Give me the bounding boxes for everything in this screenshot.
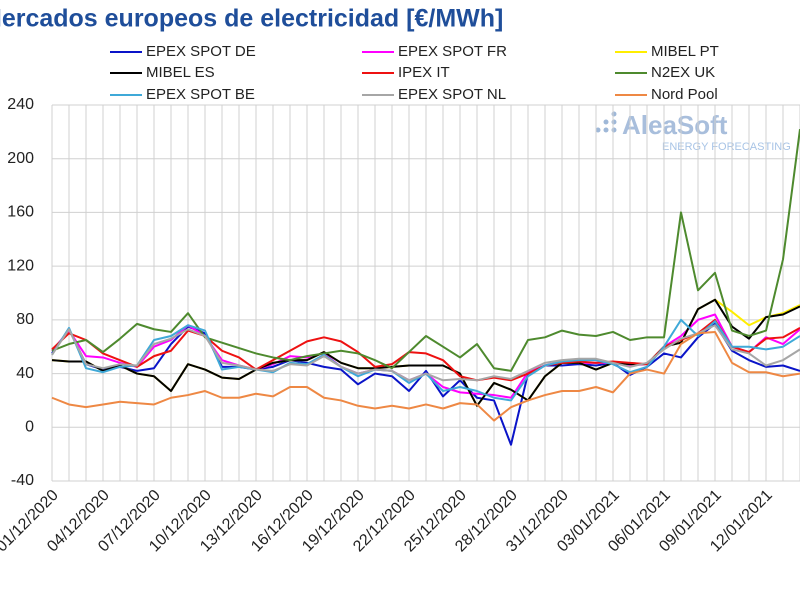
legend-label: EPEX SPOT FR — [398, 43, 507, 60]
y-tick-label: 120 — [7, 257, 34, 274]
y-tick-label: 160 — [7, 204, 34, 221]
series-line — [51, 298, 800, 407]
legend-label: MIBEL PT — [651, 43, 719, 60]
legend-label: IPEX IT — [398, 64, 450, 81]
legend-label: N2EX UK — [651, 64, 715, 81]
series-line — [51, 330, 800, 422]
series-line — [51, 129, 800, 372]
legend-label: Nord Pool — [651, 86, 718, 103]
chart-title: Mercados europeos de electricidad [€/MWh… — [0, 5, 503, 33]
logo: AleaSoft ENERGY FORECASTING — [595, 110, 791, 153]
y-tick-label: 0 — [25, 419, 34, 436]
series-line — [51, 324, 800, 382]
series-line — [51, 322, 800, 446]
legend-label: MIBEL ES — [146, 64, 215, 81]
y-tick-label: 240 — [7, 96, 34, 113]
legend-label: EPEX SPOT BE — [146, 86, 255, 103]
logo-name: AleaSoft — [622, 110, 728, 140]
logo-tagline: ENERGY FORECASTING — [662, 141, 791, 153]
y-tick-label: -40 — [11, 472, 34, 489]
grid — [51, 104, 800, 482]
y-tick-label: 80 — [16, 311, 34, 328]
legend-label: EPEX SPOT NL — [398, 86, 506, 103]
y-tick-label: 200 — [7, 150, 34, 167]
y-tick-label: 40 — [16, 365, 34, 382]
legend-label: EPEX SPOT DE — [146, 43, 256, 60]
